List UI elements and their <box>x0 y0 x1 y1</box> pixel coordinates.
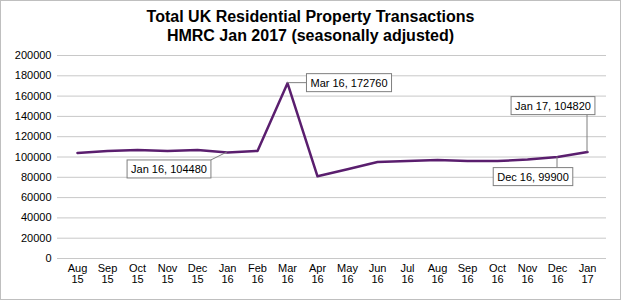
svg-text:Nov16: Nov16 <box>518 262 538 285</box>
svg-text:Jun16: Jun16 <box>369 262 387 285</box>
svg-text:Mar 16, 172760: Mar 16, 172760 <box>310 77 387 89</box>
svg-text:Jan 16, 104480: Jan 16, 104480 <box>131 163 207 175</box>
svg-text:Aug16: Aug16 <box>428 262 448 285</box>
svg-text:Jul16: Jul16 <box>400 262 414 285</box>
svg-text:180000: 180000 <box>15 69 52 81</box>
svg-text:Dec15: Dec15 <box>188 262 208 285</box>
svg-text:Apr16: Apr16 <box>309 262 326 285</box>
svg-text:Aug15: Aug15 <box>68 262 88 285</box>
svg-text:160000: 160000 <box>15 90 52 102</box>
svg-text:Nov15: Nov15 <box>158 262 178 285</box>
svg-text:100000: 100000 <box>15 151 52 163</box>
svg-text:Jan 17, 104820: Jan 17, 104820 <box>515 100 591 112</box>
html-text:Total UK Residential Property: Total UK Residential Property Transactio… <box>146 8 475 25</box>
svg-text:20000: 20000 <box>21 232 52 244</box>
svg-text:May16: May16 <box>337 262 358 285</box>
svg-text:Jan16: Jan16 <box>219 262 237 285</box>
svg-text:120000: 120000 <box>15 130 52 142</box>
svg-text:80000: 80000 <box>21 171 52 183</box>
svg-text:140000: 140000 <box>15 110 52 122</box>
svg-text:Oct15: Oct15 <box>129 262 146 285</box>
svg-text:Oct16: Oct16 <box>489 262 506 285</box>
svg-text:200000: 200000 <box>15 49 52 61</box>
svg-text:Jan17: Jan17 <box>579 262 597 285</box>
svg-text:Feb16: Feb16 <box>248 262 267 285</box>
svg-text:0: 0 <box>45 252 51 264</box>
svg-text:Sep15: Sep15 <box>98 262 118 285</box>
svg-text:Dec16: Dec16 <box>548 262 568 285</box>
html-text:HMRC Jan 2017 (seasonally adju: HMRC Jan 2017 (seasonally adjusted) <box>166 27 455 44</box>
svg-text:60000: 60000 <box>21 191 52 203</box>
svg-text:40000: 40000 <box>21 211 52 223</box>
svg-text:Mar16: Mar16 <box>278 262 297 285</box>
svg-text:Sep16: Sep16 <box>458 262 478 285</box>
svg-text:Dec 16, 99900: Dec 16, 99900 <box>497 171 569 183</box>
